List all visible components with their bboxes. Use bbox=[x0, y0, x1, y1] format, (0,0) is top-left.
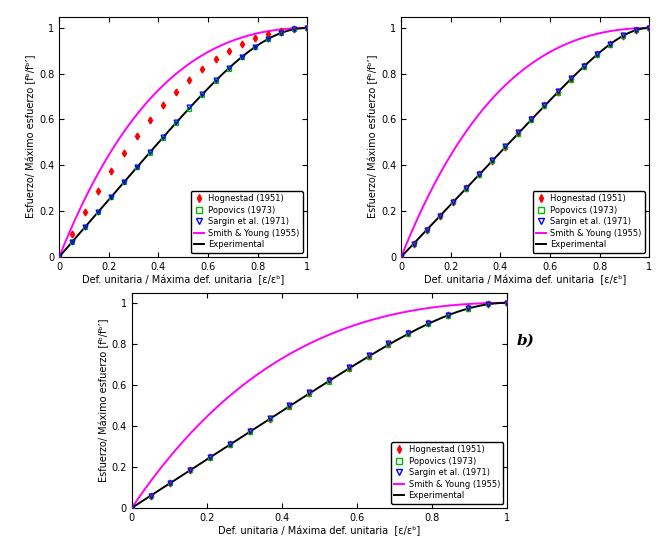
X-axis label: Def. unitaria / Máxima def. unitaria  [ε/εᵇ]: Def. unitaria / Máxima def. unitaria [ε/… bbox=[82, 274, 284, 285]
X-axis label: Def. unitaria / Máxima def. unitaria  [ε/εᵇ]: Def. unitaria / Máxima def. unitaria [ε/… bbox=[219, 526, 420, 536]
X-axis label: Def. unitaria / Máxima def. unitaria  [ε/εᵇ]: Def. unitaria / Máxima def. unitaria [ε/… bbox=[424, 274, 626, 285]
Legend: Hognestad (1951), Popovics (1973), Sargin et al. (1971), Smith & Young (1955), E: Hognestad (1951), Popovics (1973), Sargi… bbox=[190, 191, 303, 252]
Y-axis label: Esfuerzo/ Máximo esfuerzo [fᵇ/fᵇ’]: Esfuerzo/ Máximo esfuerzo [fᵇ/fᵇ’] bbox=[26, 55, 36, 219]
Legend: Hognestad (1951), Popovics (1973), Sargin et al. (1971), Smith & Young (1955), E: Hognestad (1951), Popovics (1973), Sargi… bbox=[391, 442, 503, 503]
Text: a): a) bbox=[175, 333, 192, 348]
Y-axis label: Esfuerzo/ Máximo esfuerzo [fᵇ/fᵇ’]: Esfuerzo/ Máximo esfuerzo [fᵇ/fᵇ’] bbox=[98, 319, 109, 482]
Text: b): b) bbox=[516, 333, 534, 348]
Y-axis label: Esfuerzo/ Máximo esfuerzo [fᵇ/fᵇ’]: Esfuerzo/ Máximo esfuerzo [fᵇ/fᵇ’] bbox=[368, 55, 378, 219]
Legend: Hognestad (1951), Popovics (1973), Sargin et al. (1971), Smith & Young (1955), E: Hognestad (1951), Popovics (1973), Sargi… bbox=[532, 191, 645, 252]
